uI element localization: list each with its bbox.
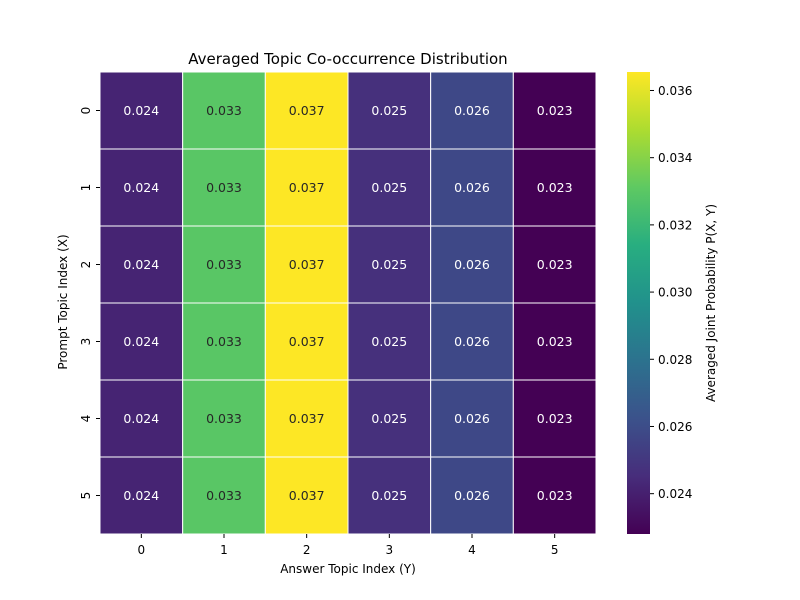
colorbar-gradient [627, 72, 650, 534]
heatmap-cell [347, 302, 432, 381]
heatmap-cell-labels: 0.024 0.033 0.037 0.025 0.026 0.023 0.024 0.033… [123, 103, 572, 503]
y-tick-label: 2 [79, 261, 93, 269]
heatmap-cell [512, 225, 597, 304]
cell-label: 0.026 [454, 180, 490, 195]
cell-label: 0.024 [123, 180, 159, 195]
cell-label: 0.037 [289, 334, 325, 349]
heatmap-cell [430, 302, 514, 381]
y-tick-label: 5 [79, 492, 93, 500]
colorbar-tick-label: 0.028 [658, 353, 692, 367]
heatmap-cell [182, 302, 266, 381]
y-axis: 0 1 2 3 4 5 [79, 107, 100, 500]
heatmap-cell [430, 225, 514, 304]
colorbar-tick-label: 0.024 [658, 487, 692, 501]
cell-label: 0.037 [289, 488, 325, 503]
heatmap-cell [512, 71, 597, 150]
colorbar: 0.024 0.026 0.028 0.030 0.032 0.034 0.036 Aver… [627, 72, 718, 534]
cell-label: 0.025 [371, 257, 407, 272]
heatmap-cell [430, 71, 514, 150]
cell-label: 0.026 [454, 103, 490, 118]
heatmap-cell [512, 456, 597, 535]
cell-label: 0.026 [454, 257, 490, 272]
heatmap-cell [99, 302, 184, 381]
x-axis-label: Answer Topic Index (Y) [280, 562, 416, 576]
y-axis-label: Prompt Topic Index (X) [56, 234, 70, 369]
cell-label: 0.025 [371, 334, 407, 349]
heatmap-cell [264, 302, 349, 381]
y-tick-label: 1 [79, 184, 93, 192]
colorbar-tick-label: 0.026 [658, 420, 692, 434]
cell-label: 0.023 [537, 411, 573, 426]
heatmap-cell [347, 225, 432, 304]
y-tick-label: 3 [79, 338, 93, 346]
colorbar-label: Averaged Joint Probability P(X, Y) [704, 204, 718, 402]
x-tick-label: 5 [551, 543, 559, 557]
cell-label: 0.033 [206, 488, 242, 503]
chart-title: Averaged Topic Co-occurrence Distributio… [188, 50, 507, 68]
colorbar-tick-label: 0.036 [658, 84, 692, 98]
cell-label: 0.037 [289, 103, 325, 118]
cell-label: 0.023 [537, 103, 573, 118]
cell-label: 0.025 [371, 180, 407, 195]
cell-label: 0.037 [289, 257, 325, 272]
cell-label: 0.025 [371, 411, 407, 426]
heatmap-cell [99, 456, 184, 535]
y-tick-label: 4 [79, 415, 93, 423]
cell-label: 0.023 [537, 488, 573, 503]
cell-label: 0.037 [289, 411, 325, 426]
heatmap-cell [512, 302, 597, 381]
cell-label: 0.024 [123, 103, 159, 118]
heatmap-cell [264, 71, 349, 150]
cell-label: 0.026 [454, 488, 490, 503]
heatmap-cell [430, 456, 514, 535]
heatmap-cell [182, 225, 266, 304]
colorbar-tick-label: 0.032 [658, 218, 692, 232]
cell-label: 0.024 [123, 334, 159, 349]
heatmap-cell [512, 379, 597, 458]
heatmap-cells [99, 71, 597, 535]
colorbar-tick-label: 0.030 [658, 286, 692, 300]
heatmap-cell [99, 71, 184, 150]
x-tick-label: 2 [303, 543, 311, 557]
cell-label: 0.025 [371, 488, 407, 503]
cell-label: 0.024 [123, 488, 159, 503]
cell-label: 0.033 [206, 334, 242, 349]
cell-label: 0.033 [206, 180, 242, 195]
x-tick-label: 4 [468, 543, 476, 557]
cell-label: 0.026 [454, 411, 490, 426]
heatmap-cell [182, 148, 266, 227]
x-tick-label: 0 [138, 543, 146, 557]
x-tick-label: 3 [386, 543, 394, 557]
cell-label: 0.033 [206, 411, 242, 426]
heatmap-cell [512, 148, 597, 227]
cell-label: 0.023 [537, 257, 573, 272]
x-tick-label: 1 [220, 543, 228, 557]
x-axis: 0 1 2 3 4 5 [138, 534, 559, 557]
heatmap-cell [430, 379, 514, 458]
heatmap-cell [347, 71, 432, 150]
cell-label: 0.033 [206, 257, 242, 272]
cell-label: 0.033 [206, 103, 242, 118]
cell-label: 0.025 [371, 103, 407, 118]
heatmap-cell [182, 71, 266, 150]
colorbar-ticks: 0.024 0.026 0.028 0.030 0.032 0.034 0.036 [650, 84, 692, 501]
heatmap-cell [264, 379, 349, 458]
heatmap-cell [347, 148, 432, 227]
colorbar-tick-label: 0.034 [658, 151, 692, 165]
y-tick-label: 0 [79, 107, 93, 115]
heatmap-cell [99, 379, 184, 458]
cell-label: 0.024 [123, 257, 159, 272]
heatmap-cell [99, 225, 184, 304]
heatmap-cell [347, 379, 432, 458]
cell-label: 0.023 [537, 180, 573, 195]
cell-label: 0.024 [123, 411, 159, 426]
cell-label: 0.037 [289, 180, 325, 195]
cell-label: 0.023 [537, 334, 573, 349]
cell-label: 0.026 [454, 334, 490, 349]
